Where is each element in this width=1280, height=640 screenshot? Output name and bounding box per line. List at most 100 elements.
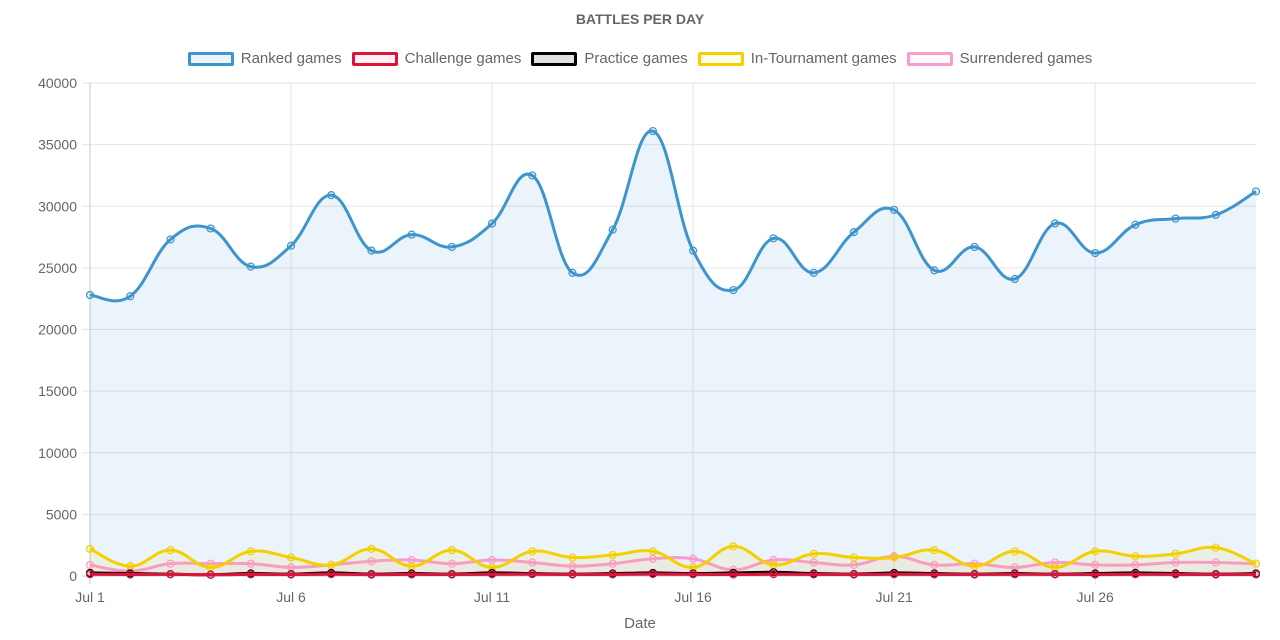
point-challenge-games — [729, 570, 738, 579]
point-challenge-games — [1010, 570, 1019, 579]
point-ranked-games — [1131, 220, 1140, 229]
point-challenge-games — [890, 570, 899, 579]
point-in-tournament-games — [286, 553, 296, 562]
legend-swatch-practice — [531, 51, 578, 66]
x-tick-label: Jul 1 — [75, 589, 105, 605]
legend-label-practice: Practice games — [584, 50, 688, 67]
point-challenge-games — [246, 570, 255, 579]
point-in-tournament-games — [890, 553, 899, 562]
y-tick-label: 20000 — [38, 322, 77, 338]
point-in-tournament-games — [1010, 547, 1019, 556]
point-ranked-games — [970, 242, 979, 252]
point-challenge-games — [1050, 570, 1060, 579]
point-in-tournament-games — [930, 546, 939, 555]
x-axis-title: Date — [624, 615, 656, 632]
point-challenge-games — [487, 570, 497, 579]
point-challenge-games — [689, 570, 698, 579]
point-in-tournament-games — [608, 550, 617, 560]
y-tick-label: 5000 — [46, 506, 77, 522]
x-tick-label: Jul 6 — [276, 589, 306, 605]
point-in-tournament-games — [648, 547, 657, 556]
point-challenge-games — [126, 570, 135, 579]
legend-item-surrendered-games[interactable]: Surrendered games — [906, 50, 1092, 67]
point-ranked-games — [1050, 219, 1060, 228]
point-surrendered-games — [1171, 558, 1180, 567]
point-challenge-games — [809, 570, 818, 579]
point-challenge-games — [849, 570, 859, 579]
point-surrendered-games — [1131, 560, 1140, 570]
legend-swatch-in-tournament — [697, 51, 744, 66]
point-surrendered-games — [85, 560, 95, 570]
point-in-tournament-games — [126, 562, 135, 571]
point-ranked-games — [447, 242, 456, 252]
point-challenge-games — [1091, 570, 1100, 579]
point-surrendered-games — [568, 562, 577, 571]
legend-label-ranked: Ranked games — [240, 50, 342, 67]
point-surrendered-games — [1091, 560, 1100, 570]
y-tick-label: 40000 — [38, 75, 77, 91]
point-in-tournament-games — [1050, 563, 1060, 572]
point-ranked-games — [85, 290, 95, 300]
point-challenge-games — [1171, 570, 1180, 579]
point-in-tournament-games — [729, 542, 738, 551]
chart-legend: Ranked games Challenge games Practice ga… — [0, 50, 1280, 67]
point-in-tournament-games — [407, 562, 416, 571]
point-ranked-games — [126, 292, 135, 301]
line-challenge-games — [89, 572, 1257, 577]
legend-item-practice-games[interactable]: Practice games — [531, 50, 688, 67]
point-in-tournament-games — [849, 553, 859, 562]
y-tick-label: 30000 — [38, 198, 77, 214]
point-surrendered-games — [447, 559, 456, 568]
point-surrendered-games — [407, 555, 416, 565]
x-tick-label: Jul 26 — [1076, 589, 1114, 605]
point-in-tournament-games — [769, 560, 778, 570]
point-in-tournament-games — [447, 546, 456, 555]
point-challenge-games — [85, 570, 95, 579]
legend-item-ranked-games[interactable]: Ranked games — [187, 50, 342, 67]
point-surrendered-games — [246, 559, 255, 568]
point-ranked-games — [568, 268, 577, 277]
point-challenge-games — [648, 569, 657, 579]
point-challenge-games — [528, 570, 537, 579]
legend-swatch-surrendered — [906, 51, 953, 66]
point-ranked-games — [1211, 210, 1220, 219]
point-in-tournament-games — [1251, 559, 1261, 568]
point-challenge-games — [206, 570, 215, 579]
x-tick-label: Jul 21 — [875, 589, 913, 605]
point-in-tournament-games — [1091, 547, 1100, 556]
point-ranked-games — [246, 262, 255, 271]
legend-label-challenge: Challenge games — [404, 50, 522, 67]
legend-label-in-tournament: In-Tournament games — [750, 50, 897, 67]
point-challenge-games — [1211, 570, 1220, 579]
point-ranked-games — [327, 191, 336, 200]
legend-item-challenge-games[interactable]: Challenge games — [351, 50, 522, 67]
point-in-tournament-games — [246, 547, 255, 556]
point-surrendered-games — [930, 560, 939, 570]
point-ranked-games — [608, 225, 617, 234]
point-ranked-games — [849, 228, 859, 237]
point-challenge-games — [930, 570, 939, 579]
point-ranked-games — [1251, 187, 1261, 196]
point-in-tournament-games — [970, 562, 979, 571]
point-ranked-games — [1010, 274, 1019, 284]
point-surrendered-games — [367, 557, 376, 566]
y-tick-label: 15000 — [38, 383, 77, 399]
area-ranked-games — [90, 130, 1256, 576]
point-surrendered-games — [528, 558, 537, 567]
point-ranked-games — [1091, 248, 1100, 258]
point-in-tournament-games — [166, 546, 175, 555]
point-surrendered-games — [608, 559, 617, 568]
y-tick-label: 10000 — [38, 445, 77, 461]
legend-item-in-tournament-games[interactable]: In-Tournament games — [697, 50, 897, 67]
point-challenge-games — [970, 570, 979, 579]
point-ranked-games — [809, 268, 818, 277]
point-in-tournament-games — [1211, 543, 1220, 552]
point-challenge-games — [166, 570, 175, 579]
point-challenge-games — [367, 570, 376, 579]
point-ranked-games — [890, 205, 899, 215]
x-tick-label: Jul 16 — [674, 589, 712, 605]
point-ranked-games — [487, 219, 497, 228]
point-ranked-games — [729, 285, 738, 295]
point-surrendered-games — [689, 554, 698, 563]
